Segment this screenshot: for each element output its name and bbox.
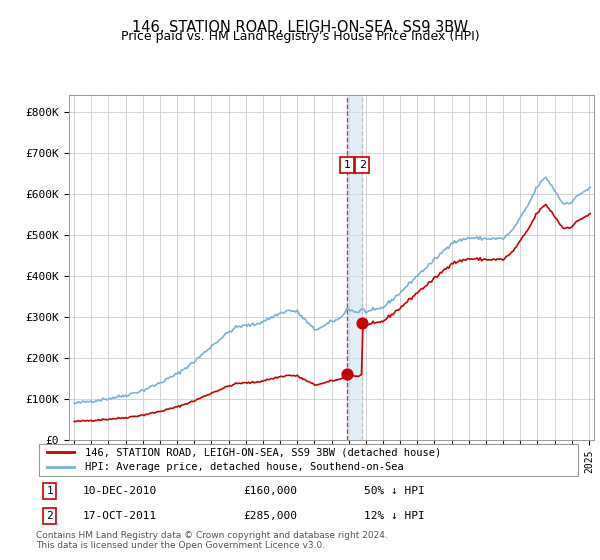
- Text: £160,000: £160,000: [244, 486, 298, 496]
- FancyBboxPatch shape: [39, 444, 578, 476]
- Point: [343, 370, 352, 379]
- Point: [358, 318, 367, 327]
- Text: 17-OCT-2011: 17-OCT-2011: [82, 511, 157, 521]
- Text: 10-DEC-2010: 10-DEC-2010: [82, 486, 157, 496]
- Text: 146, STATION ROAD, LEIGH-ON-SEA, SS9 3BW: 146, STATION ROAD, LEIGH-ON-SEA, SS9 3BW: [132, 20, 468, 35]
- Text: 12% ↓ HPI: 12% ↓ HPI: [364, 511, 424, 521]
- Text: 1: 1: [46, 486, 53, 496]
- Text: Contains HM Land Registry data © Crown copyright and database right 2024.
This d: Contains HM Land Registry data © Crown c…: [36, 531, 388, 550]
- Bar: [347, 95, 362, 440]
- Text: £285,000: £285,000: [244, 511, 298, 521]
- Text: Price paid vs. HM Land Registry’s House Price Index (HPI): Price paid vs. HM Land Registry’s House …: [121, 30, 479, 43]
- Text: 50% ↓ HPI: 50% ↓ HPI: [364, 486, 424, 496]
- Text: 2: 2: [359, 160, 366, 170]
- Text: 1: 1: [344, 160, 351, 170]
- Text: 146, STATION ROAD, LEIGH-ON-SEA, SS9 3BW (detached house): 146, STATION ROAD, LEIGH-ON-SEA, SS9 3BW…: [85, 447, 442, 457]
- Text: 2: 2: [46, 511, 53, 521]
- Text: HPI: Average price, detached house, Southend-on-Sea: HPI: Average price, detached house, Sout…: [85, 463, 404, 473]
